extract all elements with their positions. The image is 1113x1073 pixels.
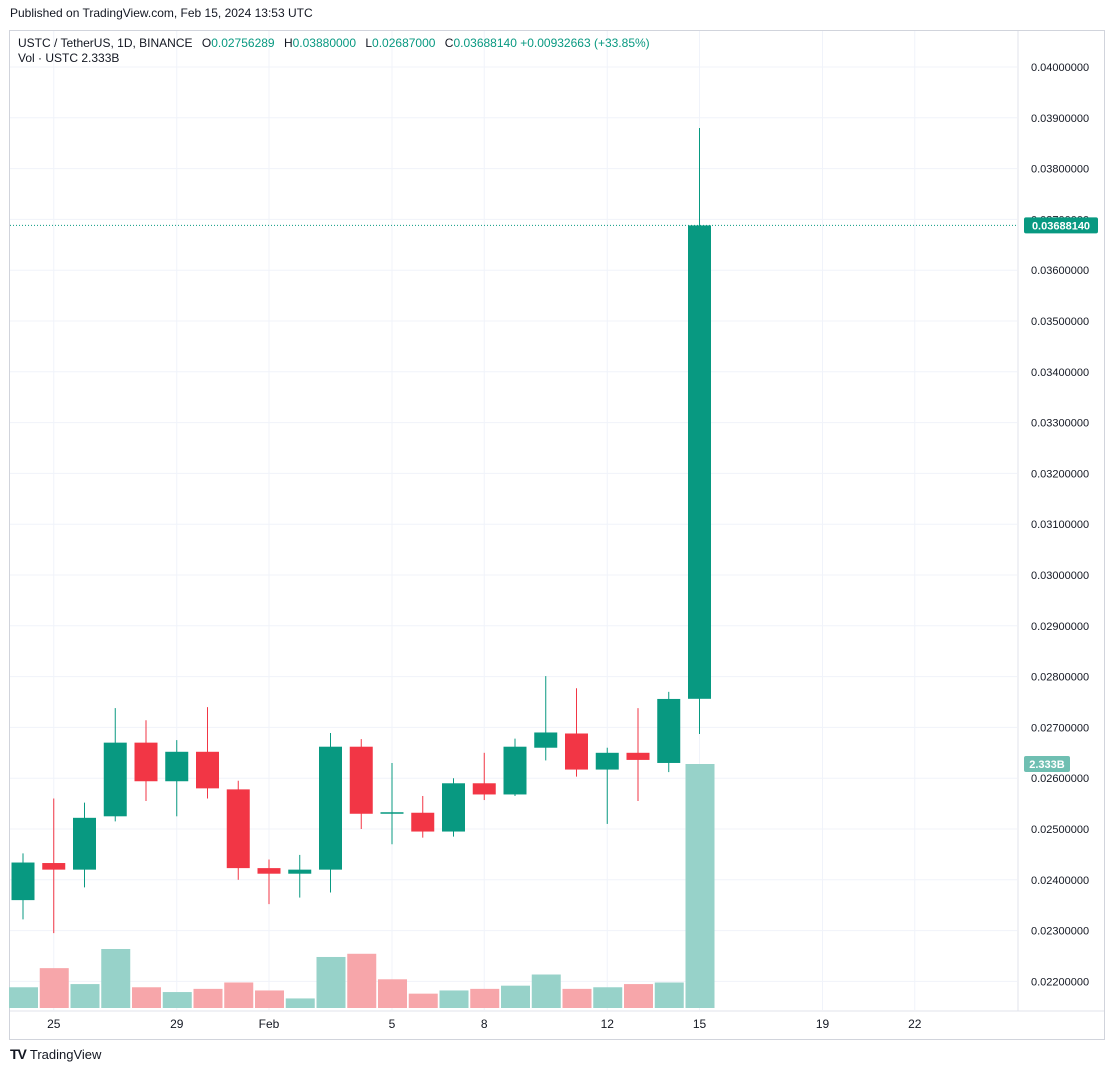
x-tick-label: 12 <box>601 1017 615 1031</box>
x-tick-label: 19 <box>816 1017 830 1031</box>
candle-body <box>534 732 557 747</box>
time-axis: 25 29 Feb 5 8 12 15 19 22 <box>10 1011 1104 1031</box>
candle-body <box>165 752 188 781</box>
candle-body <box>565 733 588 769</box>
candle-body <box>596 753 619 770</box>
candle-body <box>473 783 496 794</box>
volume-legend: Vol · USTC 2.333B <box>18 51 119 65</box>
y-tick-label: 0.02900000 <box>1031 621 1089 633</box>
candle-body <box>319 747 342 870</box>
y-tick-label: 0.03300000 <box>1031 418 1089 430</box>
legend-open-label: O <box>202 36 211 50</box>
volume-bar <box>9 987 38 1008</box>
volume-bar <box>501 986 530 1008</box>
y-tick-label: 0.03200000 <box>1031 468 1089 480</box>
volume-bar <box>163 992 192 1008</box>
legend-close-value: 0.03688140 <box>453 36 516 50</box>
candle-body <box>227 789 250 868</box>
volume-bar <box>347 954 376 1008</box>
volume-bar <box>224 982 253 1008</box>
volume-bar <box>71 984 100 1008</box>
x-tick-label: Feb <box>259 1017 280 1031</box>
legend-symbol: USTC / TetherUS, 1D, BINANCE <box>18 36 193 50</box>
y-tick-label: 0.03500000 <box>1031 316 1089 328</box>
volume-bar <box>101 949 130 1008</box>
candle-body <box>350 747 373 814</box>
volume-bar <box>470 989 499 1008</box>
volume-bar <box>655 982 684 1008</box>
candle-body <box>104 743 127 817</box>
volume-bar <box>624 984 653 1008</box>
x-tick-label: 22 <box>908 1017 922 1031</box>
volume-bar <box>593 987 622 1008</box>
price-axis: 0.02200000 0.02300000 0.02400000 0.02500000… <box>1018 31 1089 1011</box>
candle-body <box>135 743 158 782</box>
candle-body <box>258 868 281 874</box>
last-volume-label: 2.333B <box>1029 759 1065 771</box>
y-tick-label: 0.03100000 <box>1031 519 1089 531</box>
volume-bar <box>317 957 346 1008</box>
volume-bar <box>409 994 438 1008</box>
candle-body <box>688 225 711 698</box>
y-tick-label: 0.03600000 <box>1031 265 1089 277</box>
legend-high-label: H <box>284 36 293 50</box>
y-tick-label: 0.02300000 <box>1031 926 1089 938</box>
footer-brand-name: TradingView <box>30 1047 102 1062</box>
y-tick-label: 0.02800000 <box>1031 672 1089 684</box>
y-tick-label: 0.03900000 <box>1031 113 1089 125</box>
volume-bar <box>286 998 315 1008</box>
candle-body <box>381 812 404 814</box>
legend-change: +0.00932663 (+33.85%) <box>520 36 649 50</box>
y-tick-label: 0.03000000 <box>1031 570 1089 582</box>
volume-bar <box>378 979 407 1008</box>
candle-body <box>504 747 527 795</box>
y-tick-label: 0.03800000 <box>1031 164 1089 176</box>
volume-bar <box>40 968 69 1008</box>
x-tick-label: 25 <box>47 1017 61 1031</box>
y-tick-label: 0.03400000 <box>1031 367 1089 379</box>
volume-bar <box>194 989 223 1008</box>
candle-body <box>288 870 311 874</box>
legend-low-value: 0.02687000 <box>372 36 435 50</box>
volume-bar <box>686 764 715 1008</box>
candle-body <box>627 753 650 760</box>
candle-body <box>42 863 65 870</box>
grid-lines <box>10 31 1017 1010</box>
candle-body <box>442 783 465 831</box>
volume-bar <box>440 990 469 1008</box>
footer-brand[interactable]: TV TradingView <box>10 1046 101 1062</box>
y-tick-label: 0.02500000 <box>1031 824 1089 836</box>
candle-body <box>73 818 96 870</box>
last-price-label: 0.03688140 <box>1032 220 1090 232</box>
volume-legend-value: 2.333B <box>81 51 119 65</box>
x-tick-label: 8 <box>481 1017 488 1031</box>
candle-body <box>12 863 35 901</box>
legend-high-value: 0.03880000 <box>293 36 356 50</box>
candles <box>12 128 712 933</box>
tradingview-logo-icon: TV <box>10 1046 26 1062</box>
volume-bar <box>532 975 561 1008</box>
y-tick-label: 0.02400000 <box>1031 875 1089 887</box>
y-tick-label: 0.02700000 <box>1031 722 1089 734</box>
x-tick-label: 29 <box>170 1017 184 1031</box>
candle-body <box>196 752 219 789</box>
candle-body <box>411 813 434 832</box>
volume-bar <box>132 987 161 1008</box>
legend-open-value: 0.02756289 <box>211 36 274 50</box>
y-tick-label: 0.04000000 <box>1031 62 1089 74</box>
volume-legend-label: Vol · USTC <box>18 51 78 65</box>
volume-bar <box>255 990 284 1008</box>
y-tick-label: 0.02200000 <box>1031 976 1089 988</box>
y-tick-label: 0.02600000 <box>1031 773 1089 785</box>
last-value-markers: 0.03688140 2.333B <box>10 217 1098 772</box>
candle-body <box>657 699 680 763</box>
chart-legend: USTC / TetherUS, 1D, BINANCE O0.02756289… <box>18 35 650 51</box>
volume-bar <box>563 989 592 1008</box>
x-tick-label: 5 <box>389 1017 396 1031</box>
x-tick-label: 15 <box>693 1017 707 1031</box>
